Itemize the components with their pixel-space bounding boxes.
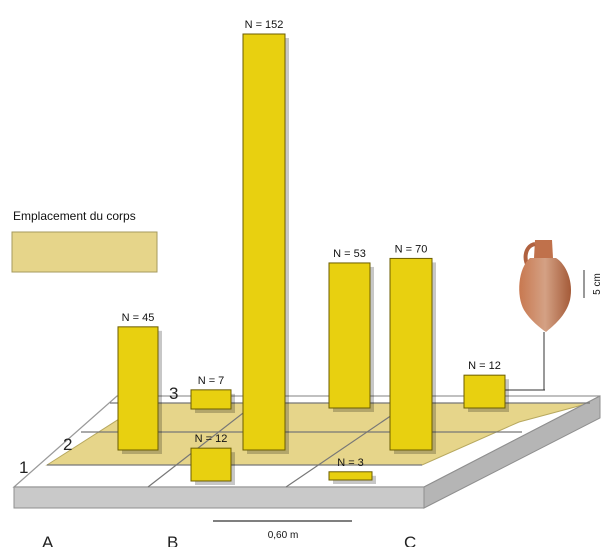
bar-n45-label: N = 45 [122, 312, 155, 324]
slab-right-side [423, 395, 601, 509]
amphora-body [519, 258, 572, 332]
bar-n7-label: N = 7 [198, 375, 225, 387]
bar-n45 [117, 326, 159, 451]
grid-slab [12, 395, 601, 509]
scale-bar-label: 0,60 m [268, 530, 299, 541]
bar-n3-label: N = 3 [337, 457, 364, 469]
column-label-a: A [42, 533, 54, 547]
row-label-1: 1 [19, 458, 28, 477]
bar-n70-label: N = 70 [395, 243, 428, 255]
bar-n12c [463, 374, 506, 409]
legend: Emplacement du corps [11, 209, 158, 273]
amphora-neck [534, 240, 553, 258]
bar-n12c-label: N = 12 [468, 360, 501, 372]
scale-bar: 0,60 m [213, 520, 352, 541]
row-label-3: 3 [169, 384, 178, 403]
bar-n70 [389, 257, 433, 451]
bar-n152-label: N = 152 [245, 19, 284, 31]
row-label-2: 2 [63, 435, 72, 454]
bars-layer: N = 12 N = 53 N = 7 N = 45 N = 152 N = 70 N = … [117, 19, 509, 485]
amphora-scale-label: 5 cm [592, 273, 603, 295]
bar-n53 [328, 262, 371, 409]
bar-n12b [190, 447, 232, 482]
legend-label: Emplacement du corps [13, 209, 136, 223]
column-label-c: C [404, 533, 416, 547]
bar-n3 [328, 471, 373, 481]
legend-swatch [11, 231, 158, 273]
column-label-b: B [167, 533, 178, 547]
slab-front-side [13, 486, 425, 509]
amphora-image: 5 cm [505, 240, 603, 391]
bar-n152 [242, 33, 286, 451]
bar-n7 [190, 389, 232, 410]
bar-n53-label: N = 53 [333, 248, 366, 260]
bar-n12b-label: N = 12 [195, 433, 228, 445]
